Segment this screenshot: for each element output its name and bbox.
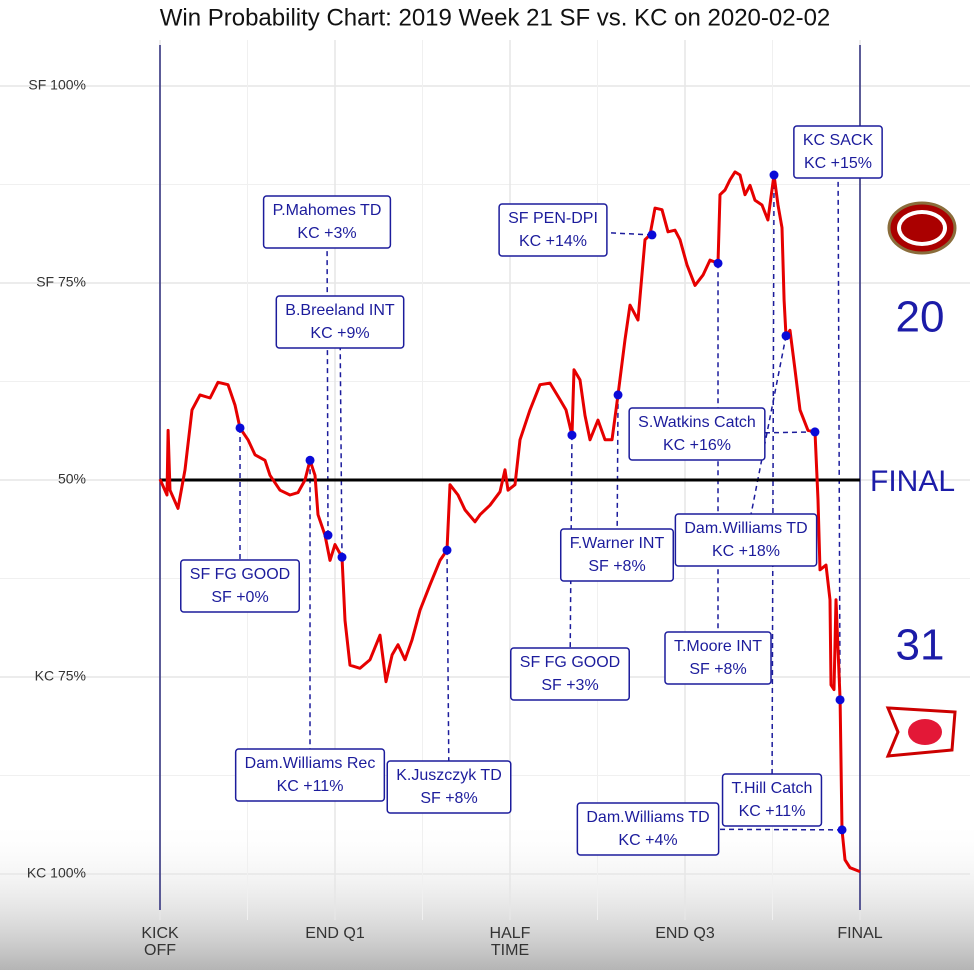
leader-line — [446, 550, 450, 788]
annotation-play: Dam.Williams TD — [684, 520, 807, 537]
play-marker — [647, 230, 657, 240]
annotation-play: K.Juszczyk TD — [396, 767, 502, 784]
leader-line — [326, 221, 329, 536]
annotation-play: KC SACK — [803, 132, 874, 149]
annotation-play: SF FG GOOD — [190, 566, 290, 583]
annotation-change: KC +11% — [739, 803, 806, 820]
vignette — [0, 820, 974, 970]
annotation: SF FG GOOD SF +0% — [180, 559, 300, 613]
annotation-change: KC +4% — [618, 832, 677, 849]
annotation-change: KC +16% — [663, 437, 731, 454]
annotation-box — [498, 203, 608, 257]
annotation-change: KC +3% — [297, 225, 356, 242]
leader-line — [339, 321, 343, 558]
y-tick-label: KC 100% — [27, 865, 86, 881]
play-marker — [769, 170, 779, 180]
kc-logo — [885, 706, 957, 758]
annotation-box — [510, 647, 630, 701]
annotation-change: KC +11% — [277, 778, 344, 795]
annotation-box — [664, 631, 772, 685]
y-tick-label: 50% — [58, 471, 86, 487]
annotation: T.Moore INT SF +8% — [664, 631, 772, 685]
x-tick-label: END Q1 — [305, 925, 365, 942]
annotation-box — [180, 559, 300, 613]
play-marker — [442, 545, 452, 555]
annotation: SF PEN-DPI KC +14% — [498, 203, 608, 257]
x-tick-label: FINAL — [837, 925, 883, 942]
annotation-play: SF PEN-DPI — [508, 210, 598, 227]
leader-line — [745, 335, 787, 541]
annotation: B.Breeland INT KC +9% — [275, 295, 405, 349]
annotation-change: KC +15% — [804, 155, 872, 172]
annotation: K.Juszczyk TD SF +8% — [386, 760, 512, 814]
play-marker — [837, 825, 847, 835]
annotation: Dam.Williams TD KC +18% — [674, 513, 818, 567]
leaders — [239, 151, 843, 831]
annotation: S.Watkins Catch KC +16% — [628, 407, 766, 461]
annotation: Dam.Williams TD KC +4% — [576, 802, 720, 856]
annotation-change: SF +8% — [420, 790, 477, 807]
play-marker — [323, 530, 333, 540]
annotation-box — [262, 195, 392, 249]
play-marker — [835, 695, 845, 705]
annotation-box — [721, 773, 823, 827]
annotation: P.Mahomes TD KC +3% — [262, 195, 392, 249]
annotation-boxes: SF FG GOOD SF +0% Dam.Williams Rec KC +11% P… — [180, 125, 883, 856]
end-label: FINAL — [870, 465, 955, 498]
annotation-play: B.Breeland INT — [285, 302, 395, 319]
play-marker — [613, 390, 623, 400]
annotation-play: S.Watkins Catch — [638, 414, 756, 431]
annotation-box — [234, 748, 386, 802]
annotation-box — [674, 513, 818, 567]
annotation-play: P.Mahomes TD — [273, 202, 382, 219]
y-tick-label: SF 100% — [28, 77, 86, 93]
annotation: T.Hill Catch KC +11% — [721, 773, 823, 827]
annotation: Dam.Williams Rec KC +11% — [234, 748, 386, 802]
annotation-change: KC +14% — [519, 233, 587, 250]
annotation-play: F.Warner INT — [570, 535, 665, 552]
play-marker — [567, 430, 577, 440]
x-tick-label: HALF TIME — [489, 925, 531, 959]
play-marker — [337, 552, 347, 562]
annotation-box — [576, 802, 720, 856]
annotation-change: SF +8% — [588, 558, 645, 575]
y-tick-label: SF 75% — [36, 274, 86, 290]
annotation-play: T.Hill Catch — [732, 780, 813, 797]
x-tick-label: KICK OFF — [141, 925, 179, 959]
annotation-box — [793, 125, 883, 179]
annotation-change: KC +9% — [310, 325, 369, 342]
annotation-change: SF +8% — [689, 661, 746, 678]
annotation-change: SF +0% — [211, 589, 268, 606]
annotation-play: Dam.Williams TD — [586, 809, 709, 826]
chart-title: Win Probability Chart: 2019 Week 21 SF v… — [160, 4, 831, 31]
play-marker — [235, 423, 245, 433]
x-tick-label: END Q3 — [655, 925, 715, 942]
annotation: SF FG GOOD SF +3% — [510, 647, 630, 701]
annotation-play: Dam.Williams Rec — [245, 755, 376, 772]
annotation-box — [275, 295, 405, 349]
y-tick-label: KC 75% — [35, 668, 86, 684]
annotation: F.Warner INT SF +8% — [559, 528, 675, 582]
win-probability-line — [158, 170, 861, 873]
annotation-box — [559, 528, 675, 582]
annotation-play: SF FG GOOD — [520, 654, 620, 671]
play-marker — [713, 258, 723, 268]
play-marker — [810, 427, 820, 437]
annotation-play: T.Moore INT — [674, 638, 762, 655]
sf-score: 20 — [896, 293, 945, 342]
sf-logo — [887, 201, 957, 255]
annotation-box — [386, 760, 512, 814]
kc-score: 31 — [896, 621, 945, 670]
leader-line — [837, 151, 841, 700]
plot: FINAL 20 31 — [158, 170, 955, 873]
annotation-change: KC +18% — [712, 543, 780, 560]
play-marker — [305, 455, 315, 465]
annotation: KC SACK KC +15% — [793, 125, 883, 179]
annotation-change: SF +3% — [541, 677, 598, 694]
play-marker — [781, 331, 791, 341]
annotation-box — [628, 407, 766, 461]
